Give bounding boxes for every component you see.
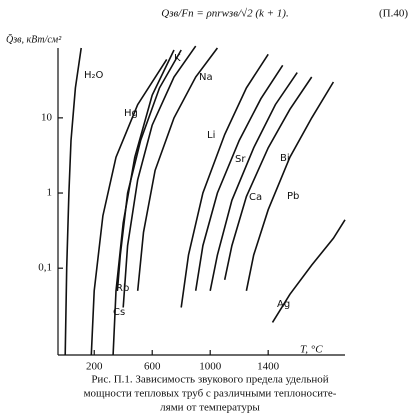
curve [116,49,182,291]
curve [245,81,335,291]
curve [271,219,346,323]
curve-label: Li [207,130,215,141]
curve-label: Hg [124,108,138,119]
curve-label: Ag [277,299,290,310]
y-tick-label: 10 [41,111,53,123]
formula: Qзв/Fп = ρпrwзв/√2 (k + 1). [161,8,288,20]
y-tick-label: 1 [47,187,53,199]
curve-label: Pb [287,191,299,202]
curve-label: Rb [116,283,129,294]
curve-label: H₂O [84,70,104,81]
curve [209,72,298,291]
curve-label: Sr [235,154,246,165]
caption-line: лями от температуры [160,402,260,413]
x-tick-label: 600 [144,361,161,373]
x-tick-label: 200 [86,361,103,373]
curve [194,64,284,291]
y-axis-label: Q̄зв, кВт/см² [6,34,62,46]
curve-label: Bi [280,153,290,164]
curve-label: Cs [113,307,125,318]
equation-number: (П.40) [379,8,408,20]
y-tick-label: 0,1 [38,262,52,274]
curve [90,58,168,356]
curve-label: Na [199,72,213,83]
x-axis-label: T, °C [300,344,323,356]
curve-label: Ca [249,192,262,203]
curve [223,76,313,280]
curve-label: K [174,53,181,64]
caption-line: мощности тепловых труб с различными тепл… [84,388,337,400]
x-tick-label: 1400 [257,361,280,373]
caption-line: Рис. П.1. Зависимость звукового предела … [91,374,328,386]
curve [180,53,269,308]
curve [136,47,219,291]
x-tick-label: 1000 [199,361,222,373]
curve [64,47,82,356]
curve [122,45,197,308]
